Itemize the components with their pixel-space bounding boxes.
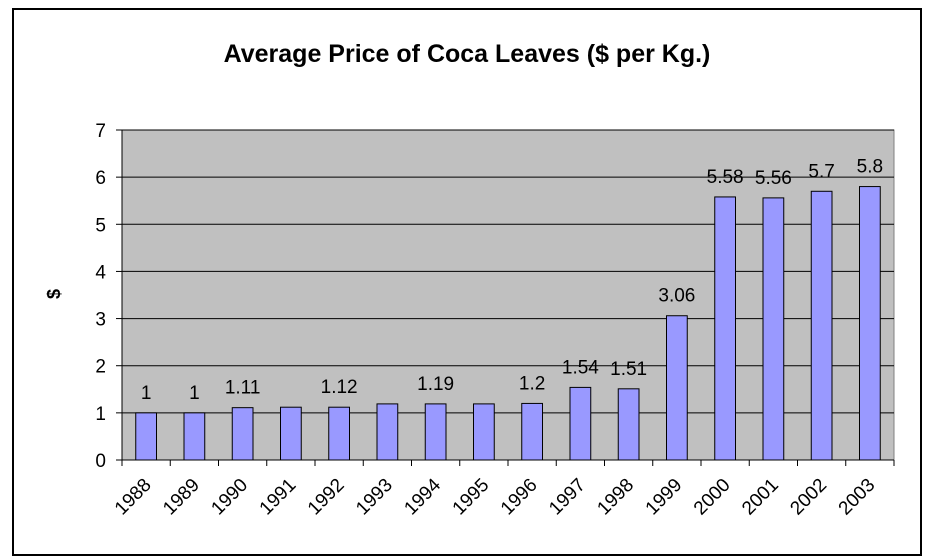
data-label: 3.06 <box>658 286 695 307</box>
data-label: 5.58 <box>707 167 744 188</box>
x-tick-label: 1999 <box>642 475 687 520</box>
bar <box>328 406 350 461</box>
x-tick-label: 1988 <box>111 475 156 520</box>
bar <box>617 388 640 461</box>
bar <box>569 386 592 461</box>
bar <box>666 315 688 461</box>
x-tick-label: 1993 <box>352 475 397 520</box>
data-label: 1.19 <box>417 374 454 395</box>
data-label: 5.56 <box>755 168 792 189</box>
data-label: 5.7 <box>808 161 834 182</box>
bar <box>762 197 785 461</box>
y-axis-title: $ <box>44 289 64 299</box>
data-labels: 1 1 1.11 1.12 1.19 1.2 1.54 1.51 3.06 5.58 5.56 5.7… <box>141 157 883 404</box>
y-tick-label: 7 <box>95 121 106 142</box>
bar <box>376 403 399 461</box>
x-tick-label: 2000 <box>690 475 735 520</box>
data-label: 1.2 <box>519 373 545 394</box>
data-label: 1.12 <box>321 377 358 398</box>
x-tick-label: 2001 <box>738 475 783 520</box>
x-tick-label: 1992 <box>304 475 349 520</box>
data-label: 1 <box>141 383 152 404</box>
chart-frame: Average Price of Coca Leaves ($ per Kg.)… <box>12 8 922 556</box>
x-tick-label: 2003 <box>835 475 880 520</box>
x-tick-label: 1994 <box>400 474 445 519</box>
y-tick-label: 2 <box>95 357 106 378</box>
data-label: 1.11 <box>225 378 261 399</box>
data-label: 5.8 <box>857 157 883 178</box>
x-tick-label: 2002 <box>786 475 831 520</box>
y-tick-label: 4 <box>95 262 106 283</box>
x-tick-label: 1989 <box>159 475 204 520</box>
x-tick-label: 1996 <box>497 475 542 520</box>
bar <box>810 190 833 461</box>
bars <box>135 186 881 461</box>
bar <box>231 407 254 461</box>
bar <box>183 412 206 461</box>
data-label: 1.51 <box>610 359 647 380</box>
y-tick-label: 1 <box>95 404 106 425</box>
bar <box>473 403 495 461</box>
bar-chart: 0 1 2 3 4 5 6 7 1988 1989 1990 1991 1992 1993 1994 1995… <box>44 121 895 520</box>
y-tick-label: 5 <box>95 215 106 236</box>
x-tick-label: 1991 <box>256 475 301 520</box>
chart-title: Average Price of Coca Leaves ($ per Kg.) <box>223 40 711 68</box>
bar <box>424 403 447 461</box>
y-tick-label: 3 <box>95 310 106 331</box>
y-tick-label: 0 <box>95 451 106 472</box>
x-tick-label: 1990 <box>207 475 252 520</box>
x-tick-label: 1997 <box>545 475 590 520</box>
bar <box>859 186 881 461</box>
data-label: 1.54 <box>562 357 599 378</box>
data-label: 1 <box>189 383 200 404</box>
bar <box>280 406 302 461</box>
x-tick-label: 1998 <box>593 475 638 520</box>
x-tick-label: 1995 <box>449 475 494 520</box>
bar <box>135 412 157 461</box>
bar <box>714 196 736 461</box>
bar <box>521 402 543 461</box>
y-tick-label: 6 <box>95 168 106 189</box>
